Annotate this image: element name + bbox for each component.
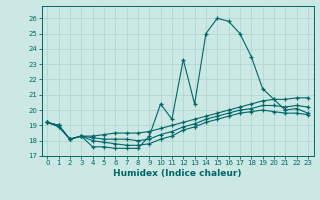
X-axis label: Humidex (Indice chaleur): Humidex (Indice chaleur) (113, 169, 242, 178)
